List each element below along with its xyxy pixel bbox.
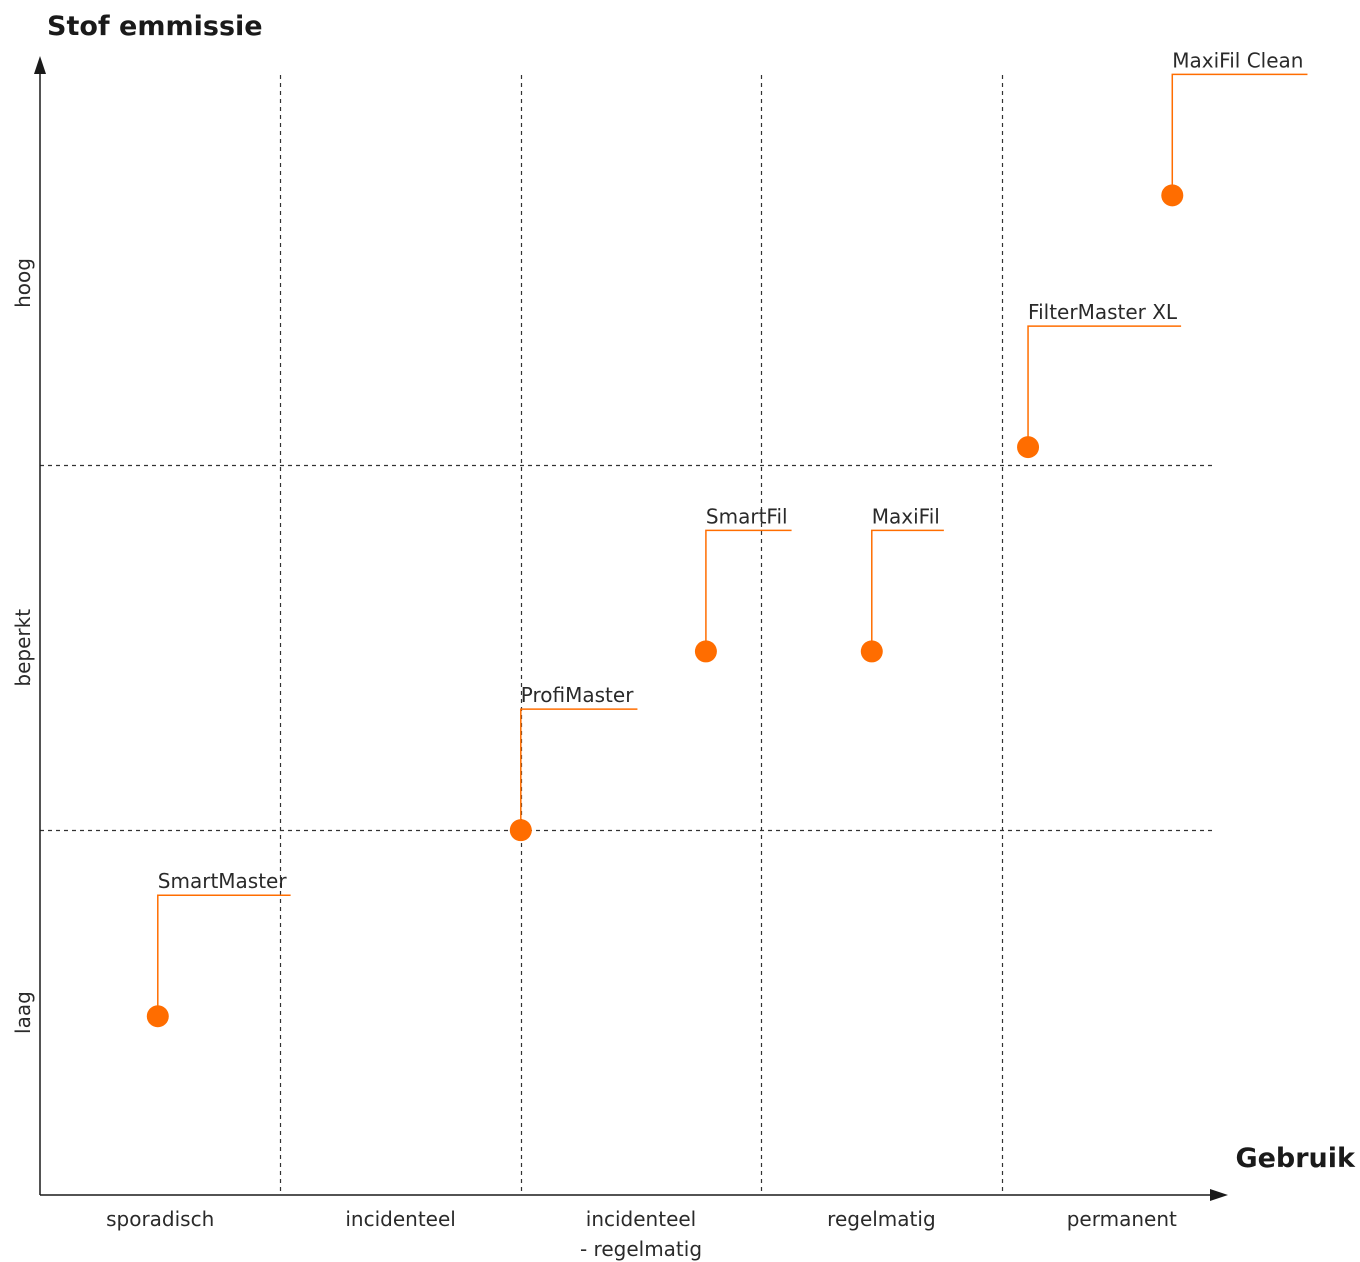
point-label: MaxiFil Clean bbox=[1172, 48, 1303, 72]
x-tick-label: permanent bbox=[1067, 1207, 1177, 1231]
data-point-group: FilterMaster XL bbox=[1017, 300, 1182, 459]
tick-labels: sporadisch incidenteel incidenteel - regelm… bbox=[11, 258, 1177, 1261]
chart-title: Stof emmissie bbox=[47, 11, 263, 42]
point-label: SmartFil bbox=[706, 504, 788, 528]
data-point-group: MaxiFil Clean bbox=[1161, 48, 1308, 207]
y-tick-label: beperkt bbox=[11, 609, 35, 687]
callout-line bbox=[157, 894, 291, 1017]
data-point bbox=[1161, 184, 1184, 207]
x-tick-label: incidenteel bbox=[586, 1207, 696, 1231]
data-point-group: SmartFil bbox=[694, 504, 792, 663]
data-points: SmartMaster ProfiMaster SmartFil MaxiFil Fil… bbox=[146, 48, 1308, 1028]
callout-line bbox=[871, 529, 944, 652]
point-label: MaxiFil bbox=[872, 504, 940, 528]
data-point-group: SmartMaster bbox=[146, 869, 291, 1028]
grid-lines bbox=[40, 75, 1213, 1195]
callout-line bbox=[1027, 325, 1182, 448]
y-axis-arrow bbox=[34, 56, 46, 74]
y-tick-label: laag bbox=[11, 991, 35, 1034]
x-tick-label: incidenteel bbox=[345, 1207, 455, 1231]
data-point bbox=[509, 819, 532, 842]
data-point-group: MaxiFil bbox=[860, 504, 944, 663]
x-tick-label: - regelmatig bbox=[580, 1237, 702, 1261]
point-label: SmartMaster bbox=[158, 869, 288, 893]
data-point bbox=[694, 640, 717, 663]
callout-line bbox=[1171, 73, 1308, 196]
y-tick-label: hoog bbox=[11, 258, 35, 308]
x-tick-label: regelmatig bbox=[827, 1207, 935, 1231]
data-point bbox=[860, 640, 883, 663]
data-point bbox=[146, 1005, 169, 1028]
callout-line bbox=[520, 708, 638, 831]
callout-line bbox=[705, 529, 792, 652]
axes bbox=[34, 56, 1228, 1201]
x-axis-arrow bbox=[1210, 1189, 1228, 1201]
x-axis-title: Gebruik bbox=[1235, 1143, 1356, 1174]
point-label: FilterMaster XL bbox=[1028, 300, 1178, 324]
data-point bbox=[1017, 436, 1040, 459]
data-point-group: ProfiMaster bbox=[509, 683, 638, 842]
point-label: ProfiMaster bbox=[521, 683, 634, 707]
x-tick-label: sporadisch bbox=[106, 1207, 214, 1231]
